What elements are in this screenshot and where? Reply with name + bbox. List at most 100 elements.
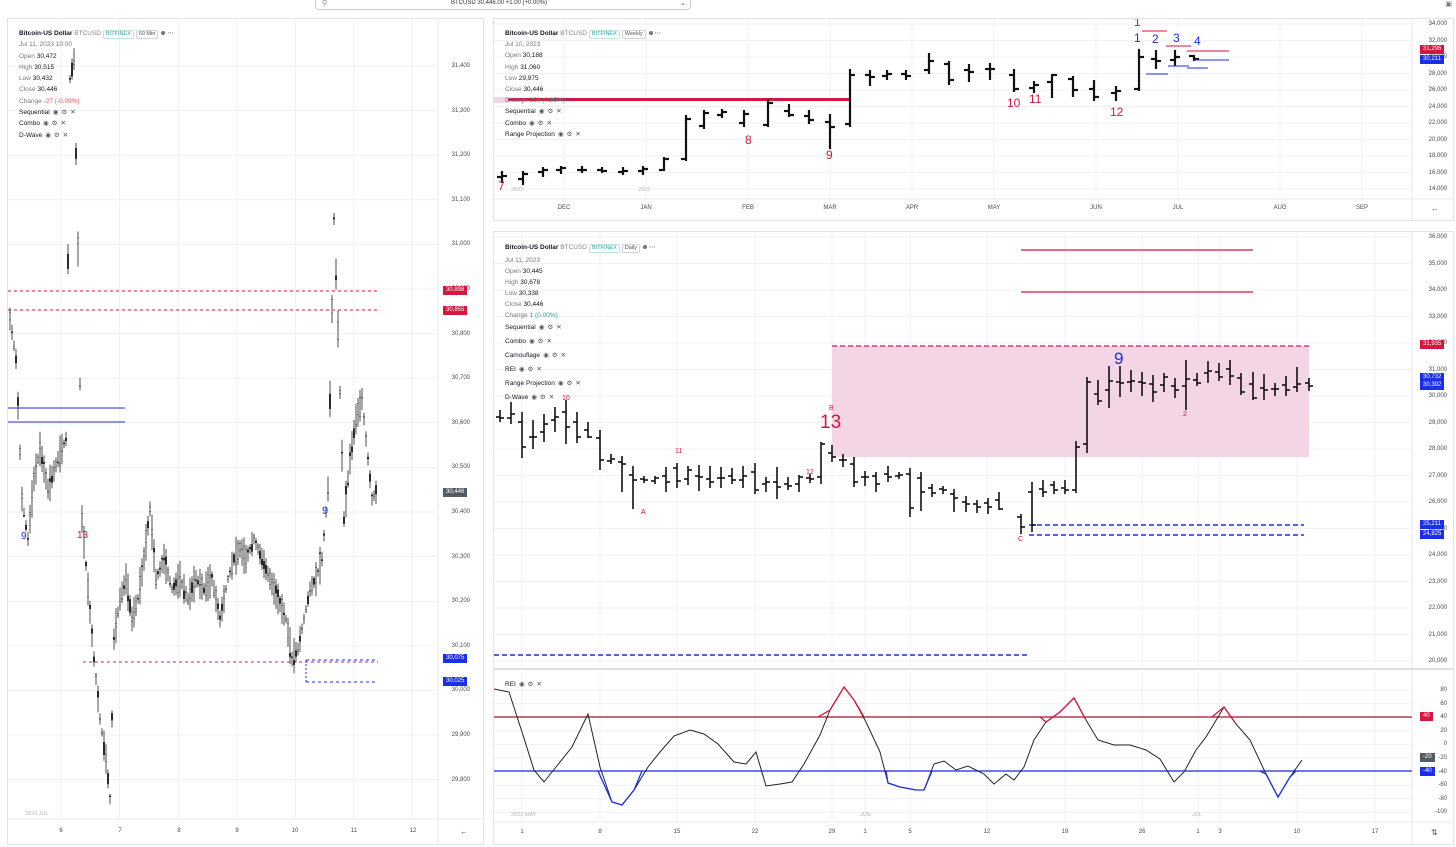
more-icon[interactable]: ⋯ <box>648 244 656 251</box>
eye-icon[interactable]: ◉ <box>531 394 537 401</box>
weekly-chart-canvas[interactable] <box>494 19 1454 221</box>
close-icon[interactable]: ✕ <box>560 352 567 359</box>
close-icon[interactable]: ✕ <box>62 131 69 139</box>
close-icon[interactable]: ✕ <box>546 119 552 127</box>
timeframe-badge[interactable]: 60 Min <box>135 30 159 39</box>
gear-icon[interactable]: ⚙ <box>539 394 546 401</box>
price-tick: 16,000 <box>1428 169 1447 176</box>
gear-icon[interactable]: ⚙ <box>547 108 554 116</box>
price-tick: 22,000 <box>1428 605 1447 611</box>
close-icon[interactable]: ✕ <box>60 120 66 128</box>
time-axis[interactable]: 6 7 8 9 10 11 12 <box>8 828 483 838</box>
symbol-search-bar[interactable]: ⚲ BTCUSD 30,446.00 +1.00 (+0.00%) ⌄ <box>315 0 691 10</box>
timeframe-badge[interactable]: Weekly <box>621 30 646 39</box>
price-tag-support-1: 30,075 <box>443 654 468 663</box>
indicator-row[interactable]: Sequential ◉ ⚙ ✕ <box>505 106 661 117</box>
candle-body <box>311 579 314 591</box>
indicator-name: Range Projection <box>505 380 555 387</box>
close-icon[interactable]: ✕ <box>536 366 542 373</box>
price-axis[interactable]: 31,40031,30031,20031,10031,00030,90030,8… <box>8 19 470 844</box>
time-tick: 12 <box>983 829 991 835</box>
scroll-back-icon[interactable]: ← <box>1431 204 1439 213</box>
gear-icon[interactable]: ⚙ <box>566 130 573 138</box>
eye-icon[interactable]: ◉ <box>52 109 59 117</box>
indicator-row[interactable]: Range Projection ◉ ⚙ ✕ <box>505 129 661 140</box>
eye-icon[interactable]: ◉ <box>538 324 545 331</box>
close-icon[interactable]: ✕ <box>548 394 555 401</box>
close-icon[interactable]: ✕ <box>546 338 552 345</box>
eye-icon[interactable]: ◉ <box>538 108 545 116</box>
rei-axis[interactable]: 80 60 40 20 0 -20 -40 -60 -80 -100 <box>494 232 1447 844</box>
eye-icon[interactable]: ◉ <box>557 130 564 138</box>
low-label: Low <box>19 75 31 83</box>
time-axis[interactable]: 1 8 15 22 29 1 5 12 19 26 1 3 10 17 <box>494 829 1453 839</box>
gear-icon[interactable]: ⚙ <box>61 109 68 117</box>
candle-body <box>168 583 171 585</box>
chevron-down-icon[interactable]: ⌄ <box>680 0 686 7</box>
sort-icon[interactable]: ⇅ <box>1431 828 1438 837</box>
price-tick: 30,100 <box>451 642 470 649</box>
hourly-chart-pane[interactable]: Bitcoin-US Dollar BTCUSD BITFINEX 60 Min ⋯… <box>7 18 484 845</box>
candle-body <box>108 795 111 798</box>
price-tick: 23,000 <box>1428 578 1447 585</box>
gear-icon[interactable]: ⚙ <box>53 131 60 139</box>
price-axis[interactable]: 36,00035,00034,00033,00032,00031,00030,0… <box>494 232 1447 664</box>
timeframe-badge[interactable]: Daily <box>621 244 640 253</box>
eye-icon[interactable]: ◉ <box>518 681 525 688</box>
candle-body <box>349 452 352 456</box>
eye-icon[interactable]: ◉ <box>543 352 549 359</box>
candle-body <box>267 573 270 576</box>
candle-body <box>74 148 77 159</box>
eye-icon[interactable]: ◉ <box>557 380 564 387</box>
more-icon[interactable]: ⋯ <box>167 30 174 37</box>
close-value: 30,446 <box>37 86 58 94</box>
candle-body <box>262 560 265 569</box>
eye-icon[interactable]: ◉ <box>528 338 535 345</box>
close-icon[interactable]: ✕ <box>536 681 542 688</box>
eye-icon[interactable]: ◉ <box>518 366 525 373</box>
gear-icon[interactable]: ⚙ <box>527 681 534 688</box>
indicator-row[interactable]: Combo ◉ ⚙ ✕ <box>505 335 655 349</box>
candle-body <box>200 578 203 585</box>
hourly-chart-canvas[interactable] <box>8 19 484 845</box>
gear-icon[interactable]: ⚙ <box>566 380 573 387</box>
eye-icon[interactable]: ◉ <box>42 120 49 128</box>
eye-icon[interactable]: ◉ <box>45 131 51 139</box>
indicator-row[interactable]: D-Wave ◉ ⚙ ✕ <box>19 130 174 141</box>
rei-overbought-point <box>494 688 495 690</box>
indicator-row[interactable]: REI ◉ ⚙ ✕ <box>505 363 655 377</box>
indicator-row[interactable]: Sequential ◉ ⚙ ✕ <box>505 321 655 335</box>
daily-chart-pane[interactable]: Bitcoin-US Dollar BTCUSD BITFINEX Daily ⋯ … <box>493 231 1454 845</box>
indicator-row[interactable]: Combo ◉ ⚙ ✕ <box>505 118 661 129</box>
daily-chart-canvas[interactable] <box>494 232 1454 845</box>
candle-body <box>337 321 340 340</box>
legend-symbol: BTCUSD <box>560 30 587 37</box>
time-tick: APR <box>905 205 919 211</box>
close-icon[interactable]: ✕ <box>70 109 76 117</box>
candle-body <box>164 556 167 565</box>
gear-icon[interactable]: ⚙ <box>537 338 544 345</box>
indicator-row[interactable]: Combo ◉ ⚙ ✕ <box>19 118 174 129</box>
gear-icon[interactable]: ⚙ <box>51 120 58 128</box>
more-icon[interactable]: ⋯ <box>654 30 662 37</box>
indicator-row[interactable]: Camouflage ◉ ⚙ ✕ <box>505 349 655 363</box>
weekly-chart-pane[interactable]: Bitcoin-US Dollar BTCUSD BITFINEX Weekly ⋯… <box>493 18 1454 221</box>
indicator-row[interactable]: D-Wave ◉ ⚙ ✕ <box>505 391 655 405</box>
close-icon[interactable]: ✕ <box>575 130 581 138</box>
indicator-row[interactable]: Sequential ◉ ⚙ ✕ <box>19 107 174 118</box>
indicator-row[interactable]: Range Projection ◉ ⚙ ✕ <box>505 377 655 391</box>
eye-icon[interactable]: ◉ <box>528 119 535 127</box>
close-icon[interactable]: ✕ <box>556 108 562 116</box>
gear-icon[interactable]: ⚙ <box>527 366 534 373</box>
gear-icon[interactable]: ⚙ <box>551 352 558 359</box>
close-icon[interactable]: ✕ <box>575 380 581 387</box>
scroll-back-icon[interactable]: ← <box>460 827 468 836</box>
candle-body <box>248 547 251 550</box>
camera-icon[interactable]: ▣ <box>1445 1 1452 8</box>
gear-icon[interactable]: ⚙ <box>547 324 554 331</box>
time-axis[interactable]: DEC JAN FEB MAR APR MAY JUN JUL AUG SEP <box>494 205 1453 215</box>
price-tag-blue: 30,211 <box>1420 55 1444 64</box>
candle-body <box>343 516 346 524</box>
close-icon[interactable]: ✕ <box>556 324 562 331</box>
gear-icon[interactable]: ⚙ <box>537 119 544 127</box>
